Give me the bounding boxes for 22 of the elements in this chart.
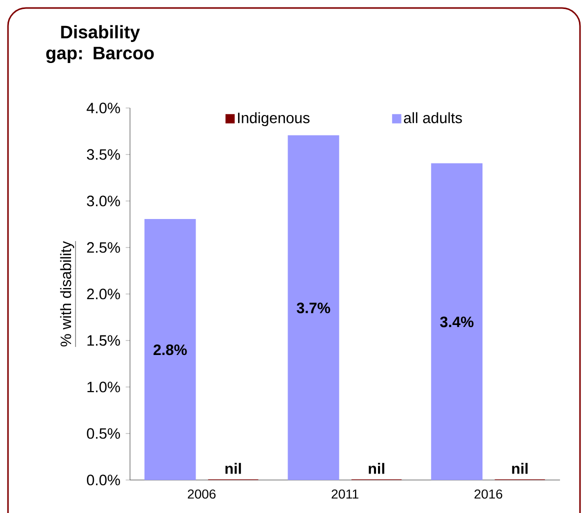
y-tick-label: 4.0% bbox=[86, 102, 120, 114]
y-tick-label: 2.5% bbox=[87, 242, 120, 253]
data-label: 2.8% bbox=[154, 344, 187, 356]
y-tick-label: 0.0% bbox=[86, 474, 120, 486]
y-tick-label: 0.5% bbox=[86, 428, 120, 439]
y-tick-label: 3.0% bbox=[86, 196, 120, 206]
y-tick-label: 1.5% bbox=[87, 335, 120, 346]
x-tick-label: 2011 bbox=[332, 489, 358, 499]
y-tick-label: 2.0% bbox=[87, 288, 120, 300]
chart-title: Disability gap: Barcoo bbox=[46, 25, 154, 64]
data-label: nil bbox=[225, 462, 241, 474]
legend-label: Indigenous bbox=[238, 112, 310, 126]
data-label: nil bbox=[512, 462, 528, 474]
y-axis-title: % with disability bbox=[60, 241, 74, 346]
data-label: 3.7% bbox=[296, 302, 330, 314]
data-label: 3.4% bbox=[440, 316, 474, 328]
legend-label: all adults bbox=[404, 112, 462, 124]
x-tick-label: 2016 bbox=[474, 489, 502, 499]
y-tick-label: 1.0% bbox=[87, 382, 120, 392]
y-tick-label: 3.5% bbox=[86, 149, 120, 160]
data-label: nil bbox=[368, 462, 384, 474]
x-tick-label: 2006 bbox=[188, 489, 216, 499]
